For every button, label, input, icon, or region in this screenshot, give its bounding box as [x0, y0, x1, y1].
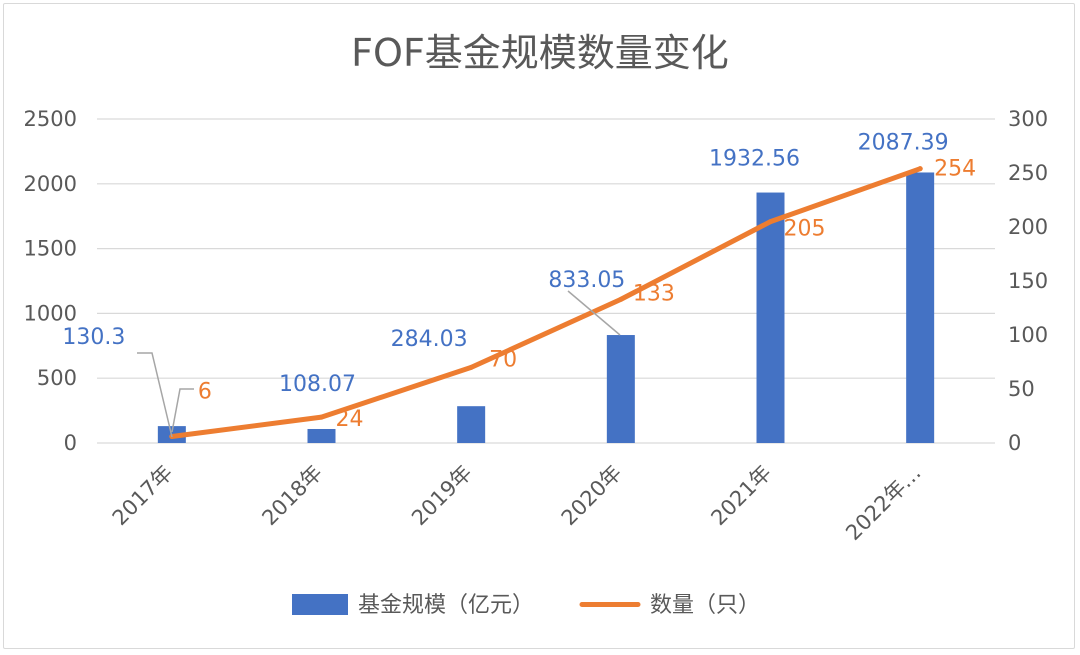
- bar-data-label: 1932.56: [709, 147, 800, 172]
- bar: [457, 406, 486, 443]
- legend: 基金规模（亿元） 数量（只）: [292, 593, 760, 618]
- category-label: 2018年: [257, 461, 327, 531]
- left-tick-label: 2000: [24, 172, 77, 196]
- bar-data-label: 2087.39: [858, 130, 949, 155]
- right-tick-label: 150: [1008, 269, 1048, 293]
- right-tick-label: 0: [1008, 431, 1021, 455]
- left-tick-label: 0: [64, 431, 77, 455]
- category-label: 2017年: [108, 461, 178, 531]
- line-data-label: 6: [198, 380, 212, 405]
- line-point: [319, 414, 324, 420]
- left-tick-label: 1000: [24, 301, 77, 325]
- leader-line-count-2017: [171, 388, 194, 433]
- right-axis-ticks: 0 50 100 150 200 250 300: [1008, 107, 1048, 455]
- legend-bar-swatch: [292, 594, 348, 615]
- bar-data-label: 130.3: [62, 325, 125, 350]
- chart-frame: [3, 3, 1075, 649]
- category-label: 2021年: [706, 461, 776, 531]
- bar-data-label: 833.05: [548, 268, 625, 293]
- line-path: [169, 166, 923, 439]
- bar-data-label: 108.07: [279, 372, 356, 397]
- right-tick-label: 300: [1008, 107, 1048, 131]
- line-data-label: 254: [934, 157, 976, 182]
- bar: [756, 192, 785, 443]
- gridlines: [97, 118, 995, 444]
- line-series: [169, 166, 923, 440]
- right-tick-label: 50: [1008, 377, 1035, 401]
- left-axis-ticks: 0 500 1000 1500 2000 2500: [24, 107, 77, 455]
- right-tick-label: 200: [1008, 215, 1048, 239]
- line-data-label: 70: [489, 347, 517, 372]
- line-point: [917, 166, 923, 172]
- right-tick-label: 100: [1008, 323, 1048, 347]
- chart-title: FOF基金规模数量变化: [351, 31, 729, 75]
- line-data-label: 133: [633, 281, 675, 306]
- line-data-label: 205: [784, 217, 826, 242]
- leader-line-bar-2020: [567, 290, 621, 336]
- bar: [906, 172, 935, 444]
- leader-lines: [137, 290, 621, 438]
- left-tick-label: 1500: [24, 237, 77, 261]
- category-label: 2022年…: [841, 461, 925, 545]
- legend-bar-label: 基金规模（亿元）: [358, 593, 534, 618]
- bar: [307, 428, 336, 443]
- line-point: [768, 219, 773, 225]
- category-label: 2019年: [407, 461, 477, 531]
- bar-data-label: 284.03: [391, 327, 468, 352]
- right-tick-label: 250: [1008, 161, 1048, 185]
- category-label: 2020年: [557, 461, 627, 531]
- bar-series: [157, 172, 935, 444]
- bar: [606, 335, 635, 443]
- line-point: [618, 296, 624, 302]
- data-labels: 130.3 108.07 284.03 833.05 1932.56 2087.39 6 24…: [62, 130, 976, 432]
- line-point: [468, 364, 474, 370]
- left-tick-label: 500: [37, 366, 77, 390]
- category-labels: 2017年 2018年 2019年 2020年 2021年 2022年…: [108, 461, 926, 545]
- line-data-label: 24: [336, 407, 364, 432]
- left-tick-label: 2500: [24, 107, 77, 131]
- legend-line-label: 数量（只）: [650, 593, 760, 618]
- leader-line-bar-2017: [137, 352, 173, 438]
